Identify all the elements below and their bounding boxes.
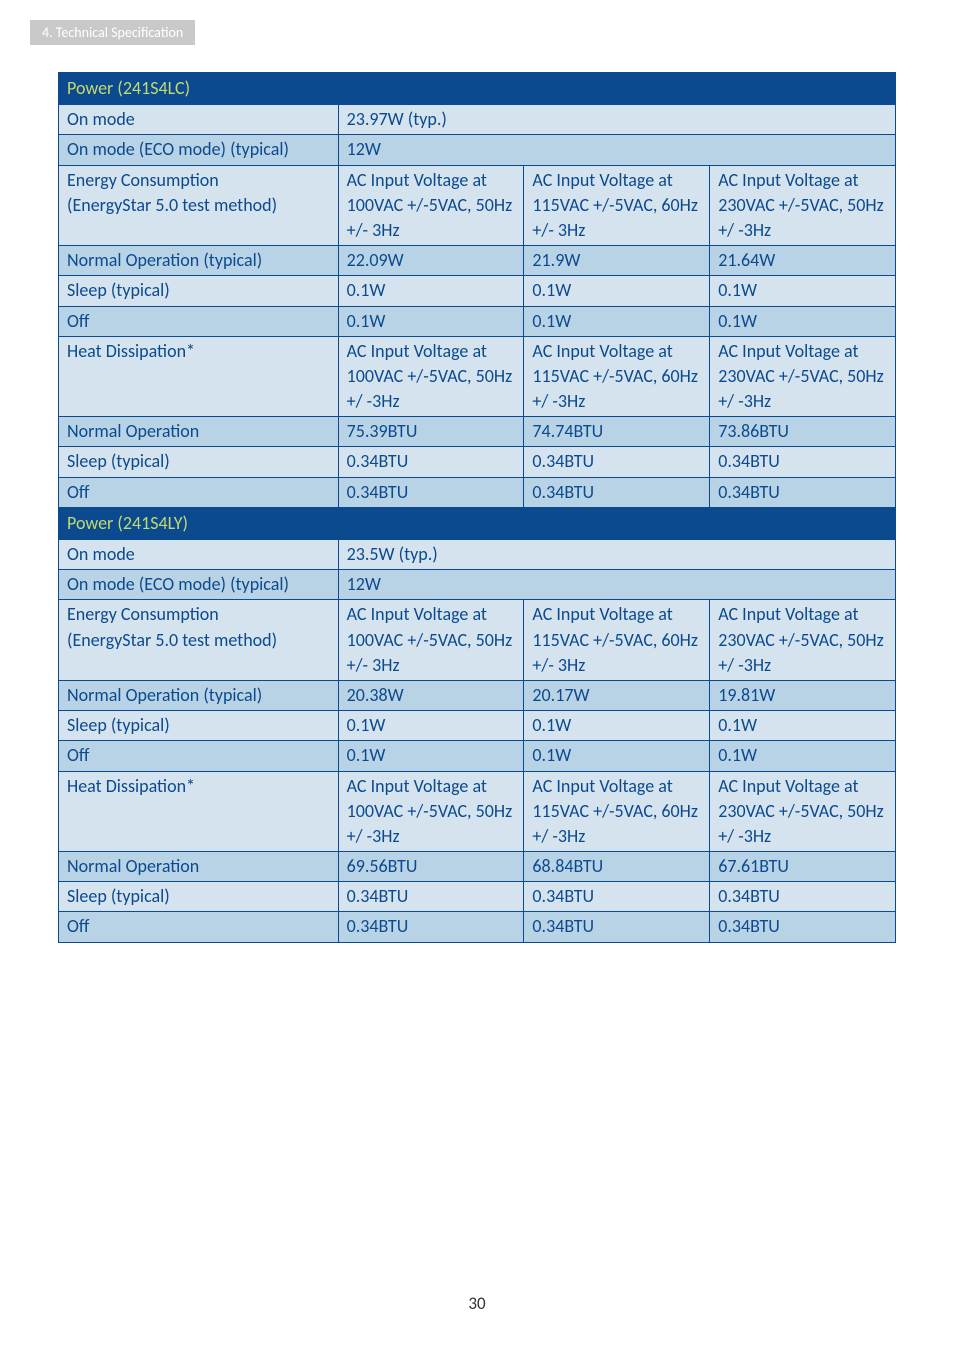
row-value: 69.56BTU xyxy=(338,852,524,882)
table-row: Normal Operation (typical)20.38W20.17W19… xyxy=(59,680,896,710)
row-value: 0.34BTU xyxy=(338,912,524,942)
row-label: Off xyxy=(59,306,339,336)
row-label: Sleep (typical) xyxy=(59,882,339,912)
row-value: 22.09W xyxy=(338,246,524,276)
row-value: 20.38W xyxy=(338,680,524,710)
section-header-cell: Power (241S4LY) xyxy=(59,507,896,539)
row-label: Heat Dissipation* xyxy=(59,336,339,417)
row-value: 75.39BTU xyxy=(338,417,524,447)
row-value: 73.86BTU xyxy=(710,417,896,447)
row-value: AC Input Voltage at 230VAC +/-5VAC, 50Hz… xyxy=(710,600,896,681)
row-value: 0.34BTU xyxy=(710,882,896,912)
row-label: On mode (ECO mode) (typical) xyxy=(59,570,339,600)
row-label: Off xyxy=(59,477,339,507)
row-value: AC Input Voltage at 230VAC +/-5VAC, 50Hz… xyxy=(710,771,896,852)
row-value: 0.34BTU xyxy=(710,447,896,477)
row-label: Normal Operation (typical) xyxy=(59,680,339,710)
row-value: 0.34BTU xyxy=(524,882,710,912)
row-value: AC Input Voltage at 100VAC +/-5VAC, 50Hz… xyxy=(338,165,524,246)
section-header-tab: 4. Technical Specification xyxy=(30,20,195,45)
table-row: On mode (ECO mode) (typical)12W xyxy=(59,570,896,600)
table-row: Off0.1W0.1W0.1W xyxy=(59,306,896,336)
table-row: Sleep (typical)0.1W0.1W0.1W xyxy=(59,276,896,306)
row-value: 12W xyxy=(338,135,895,165)
row-value: AC Input Voltage at 230VAC +/-5VAC, 50Hz… xyxy=(710,165,896,246)
row-label: Heat Dissipation* xyxy=(59,771,339,852)
row-value: 0.1W xyxy=(710,276,896,306)
row-value: AC Input Voltage at 115VAC +/-5VAC, 60Hz… xyxy=(524,771,710,852)
row-value: 23.5W (typ.) xyxy=(338,540,895,570)
row-value: 0.1W xyxy=(710,711,896,741)
row-value: 0.34BTU xyxy=(710,912,896,942)
row-value: AC Input Voltage at 115VAC +/-5VAC, 60Hz… xyxy=(524,336,710,417)
row-label: On mode xyxy=(59,105,339,135)
row-label: Energy Consumption(EnergyStar 5.0 test m… xyxy=(59,600,339,681)
row-value: 0.1W xyxy=(338,711,524,741)
row-label: On mode (ECO mode) (typical) xyxy=(59,135,339,165)
row-value: AC Input Voltage at 100VAC +/-5VAC, 50Hz… xyxy=(338,771,524,852)
row-label: Normal Operation xyxy=(59,417,339,447)
row-label: Off xyxy=(59,741,339,771)
row-value: 0.1W xyxy=(338,276,524,306)
table-row: On mode23.97W (typ.) xyxy=(59,105,896,135)
spec-table-container: Power (241S4LC)On mode23.97W (typ.)On mo… xyxy=(58,72,896,943)
row-value: 0.1W xyxy=(524,711,710,741)
table-row: Sleep (typical)0.34BTU0.34BTU0.34BTU xyxy=(59,882,896,912)
spec-table: Power (241S4LC)On mode23.97W (typ.)On mo… xyxy=(58,72,896,943)
row-label: Normal Operation (typical) xyxy=(59,246,339,276)
row-value: 19.81W xyxy=(710,680,896,710)
row-value: 0.1W xyxy=(338,741,524,771)
row-label: Sleep (typical) xyxy=(59,447,339,477)
row-value: AC Input Voltage at 115VAC +/-5VAC, 60Hz… xyxy=(524,165,710,246)
row-value: 12W xyxy=(338,570,895,600)
row-value: 0.34BTU xyxy=(524,447,710,477)
row-label: Normal Operation xyxy=(59,852,339,882)
table-row: Sleep (typical)0.1W0.1W0.1W xyxy=(59,711,896,741)
row-label: Energy Consumption(EnergyStar 5.0 test m… xyxy=(59,165,339,246)
table-row: Sleep (typical)0.34BTU0.34BTU0.34BTU xyxy=(59,447,896,477)
table-row: Off0.1W0.1W0.1W xyxy=(59,741,896,771)
row-value: 0.34BTU xyxy=(338,477,524,507)
row-value: 74.74BTU xyxy=(524,417,710,447)
table-row: Off0.34BTU0.34BTU0.34BTU xyxy=(59,477,896,507)
row-label: Sleep (typical) xyxy=(59,711,339,741)
row-value: 67.61BTU xyxy=(710,852,896,882)
row-value: AC Input Voltage at 230VAC +/-5VAC, 50Hz… xyxy=(710,336,896,417)
row-value: 0.1W xyxy=(524,741,710,771)
row-value: 21.9W xyxy=(524,246,710,276)
section-header-cell: Power (241S4LC) xyxy=(59,73,896,105)
row-value: 0.34BTU xyxy=(710,477,896,507)
row-value: 21.64W xyxy=(710,246,896,276)
row-value: 0.34BTU xyxy=(524,912,710,942)
row-value: 23.97W (typ.) xyxy=(338,105,895,135)
table-row: On mode (ECO mode) (typical)12W xyxy=(59,135,896,165)
table-row: Energy Consumption(EnergyStar 5.0 test m… xyxy=(59,165,896,246)
row-value: 0.34BTU xyxy=(338,447,524,477)
table-row: Heat Dissipation*AC Input Voltage at 100… xyxy=(59,336,896,417)
row-value: 0.34BTU xyxy=(524,477,710,507)
row-value: 0.1W xyxy=(524,276,710,306)
row-value: 0.1W xyxy=(338,306,524,336)
row-value: 0.1W xyxy=(710,306,896,336)
row-value: 20.17W xyxy=(524,680,710,710)
row-value: AC Input Voltage at 100VAC +/-5VAC, 50Hz… xyxy=(338,600,524,681)
table-row: Normal Operation (typical)22.09W21.9W21.… xyxy=(59,246,896,276)
table-row: Normal Operation75.39BTU74.74BTU73.86BTU xyxy=(59,417,896,447)
page-number: 30 xyxy=(0,1293,954,1314)
table-row: Off0.34BTU0.34BTU0.34BTU xyxy=(59,912,896,942)
row-value: 0.1W xyxy=(710,741,896,771)
row-label: On mode xyxy=(59,540,339,570)
row-value: 0.1W xyxy=(524,306,710,336)
table-row: Normal Operation69.56BTU68.84BTU67.61BTU xyxy=(59,852,896,882)
row-label: Off xyxy=(59,912,339,942)
table-row: Energy Consumption(EnergyStar 5.0 test m… xyxy=(59,600,896,681)
table-row: Heat Dissipation*AC Input Voltage at 100… xyxy=(59,771,896,852)
row-label: Sleep (typical) xyxy=(59,276,339,306)
row-value: 0.34BTU xyxy=(338,882,524,912)
row-value: AC Input Voltage at 115VAC +/-5VAC, 60Hz… xyxy=(524,600,710,681)
table-row: On mode23.5W (typ.) xyxy=(59,540,896,570)
row-value: 68.84BTU xyxy=(524,852,710,882)
row-value: AC Input Voltage at 100VAC +/-5VAC, 50Hz… xyxy=(338,336,524,417)
